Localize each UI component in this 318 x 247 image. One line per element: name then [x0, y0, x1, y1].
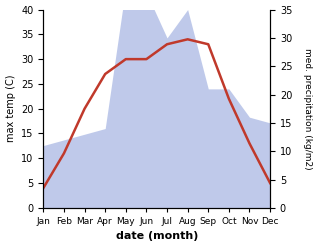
Y-axis label: med. precipitation (kg/m2): med. precipitation (kg/m2)	[303, 48, 313, 169]
Y-axis label: max temp (C): max temp (C)	[5, 75, 16, 143]
X-axis label: date (month): date (month)	[115, 231, 198, 242]
